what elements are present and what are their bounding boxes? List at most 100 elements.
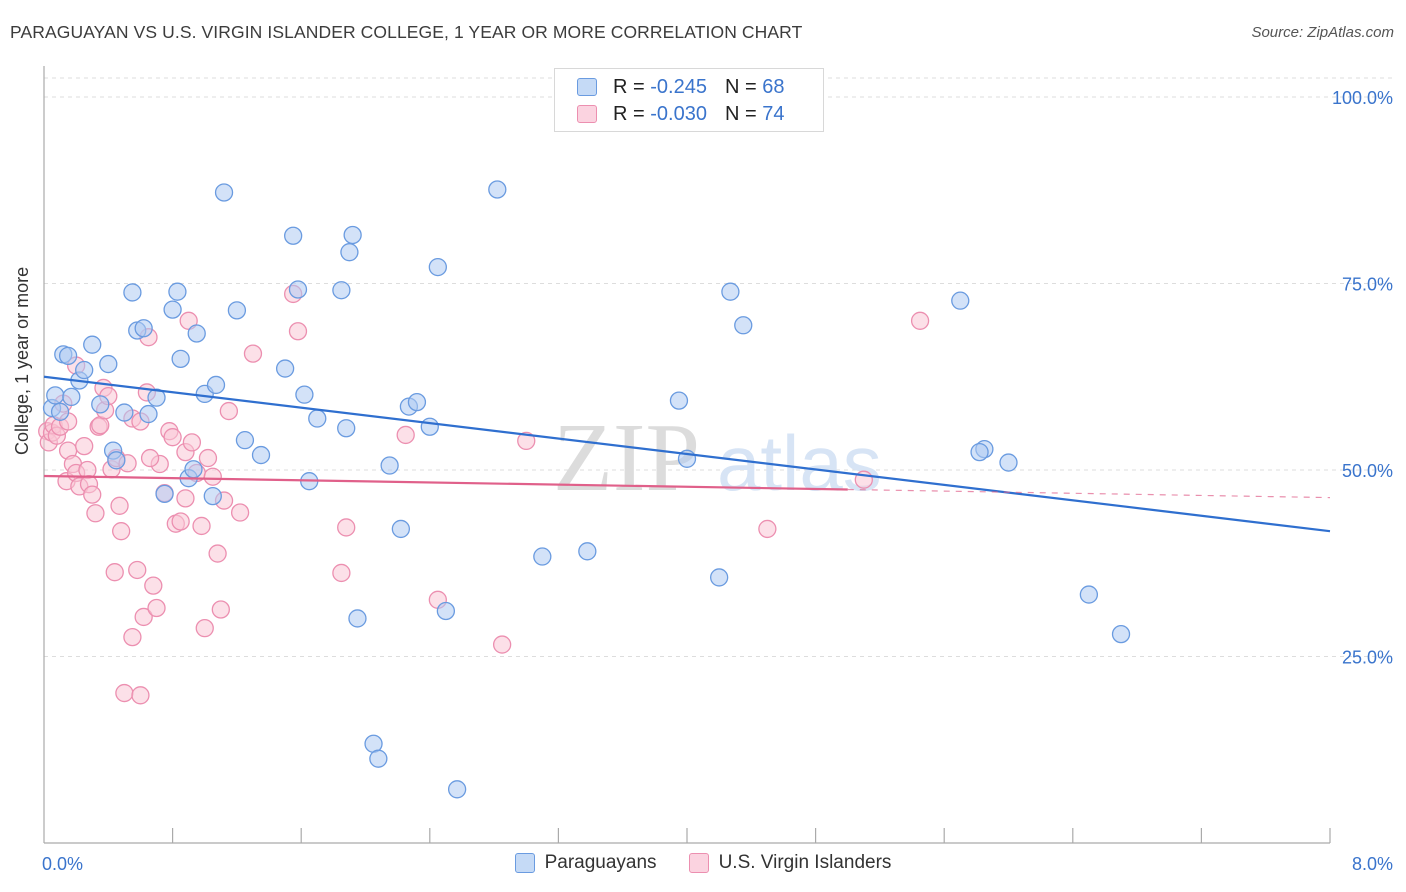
trend-line-extension [847,488,1331,499]
data-point [348,609,367,628]
axes [43,66,1331,844]
data-point [970,442,989,462]
correlation-legend: R = -0.245 N = 68 R = -0.030 N = 74 [554,68,824,132]
data-point [669,391,689,410]
data-point [195,619,214,638]
data-point [428,257,447,277]
data-point [83,335,102,354]
data-point [391,519,411,539]
data-point [208,544,227,563]
data-point [396,425,415,445]
x-tick-label: 0.0% [42,854,83,874]
data-point [163,300,182,319]
data-point [721,282,740,301]
data-point [436,601,456,621]
trend-line [43,375,1331,533]
data-point [206,375,226,395]
data-point [578,542,597,561]
data-point [155,484,174,504]
data-point [910,311,930,330]
pink-swatch [688,853,709,873]
y-tick-label: 50.0% [1342,461,1393,481]
trend-line [43,474,848,491]
data-point [447,780,467,799]
n-value: 74 [762,102,785,125]
data-point [184,460,203,479]
data-point [86,504,105,523]
data-point [115,403,134,422]
data-point [110,496,129,515]
data-point [50,402,70,421]
data-point [337,419,356,438]
data-point [295,385,314,404]
legend-label: U.S. Virgin Islanders [718,852,892,873]
source-label: Source: ZipAtlas.com [1251,24,1394,41]
n-value: 68 [762,75,785,98]
r-label: R = [613,102,645,125]
data-point [999,453,1018,472]
data-point [171,349,190,368]
data-point [134,607,153,627]
pink-swatch [577,105,597,123]
data-point [168,282,187,301]
data-point [488,180,507,199]
data-point [176,489,195,508]
chart-title: PARAGUAYAN VS U.S. VIRGIN ISLANDER COLLE… [10,22,803,42]
data-point [163,428,182,447]
data-point [198,448,218,468]
data-point [230,503,250,522]
data-point [46,386,65,405]
y-axis-label: College, 1 year or more [12,266,32,455]
data-point [211,600,230,619]
data-point [144,576,163,595]
data-point [758,519,777,539]
blue-swatch [577,78,597,96]
data-point [340,243,359,262]
data-point [251,445,271,465]
legend-row-paraguayans: R = -0.245 N = 68 [577,74,784,100]
data-point [107,451,126,470]
data-point [533,547,552,566]
data-point [182,433,202,452]
data-point [91,395,110,414]
watermark-zip: ZIP [553,404,700,512]
series-paraguayans [42,180,1131,799]
y-tick-label: 75.0% [1342,275,1393,295]
data-point [951,291,970,310]
blue-swatch [514,853,535,873]
data-point [203,467,222,486]
data-point [369,749,388,768]
data-point [115,683,134,703]
data-point [1079,585,1099,604]
data-point [407,392,427,412]
data-point [337,518,356,537]
data-point [227,301,247,320]
data-point [284,226,303,245]
data-point [235,431,255,450]
data-point [123,283,142,302]
x-tick-label: 8.0% [1352,854,1393,874]
data-point [131,686,150,705]
data-point [332,563,351,583]
data-point [343,225,362,245]
data-point [1111,624,1131,644]
y-tick-label: 25.0% [1342,648,1393,668]
data-point [288,322,308,341]
data-point [734,316,753,335]
data-point [128,560,147,580]
data-point [243,344,263,363]
series-legend: Paraguayans U.S. Virgin Islanders [0,852,1406,874]
data-point [139,404,158,424]
data-point [147,598,166,618]
data-point [192,516,211,536]
data-point [187,324,206,343]
data-point [171,512,190,531]
data-point [83,485,102,504]
watermark-atlas: atlas [717,419,882,507]
data-point [275,359,295,378]
data-point [58,346,78,366]
tick-labels: 25.0% 50.0% 75.0% 100.0% 0.0% 8.0% [42,88,1393,874]
data-point [308,409,327,428]
data-point [112,522,131,541]
